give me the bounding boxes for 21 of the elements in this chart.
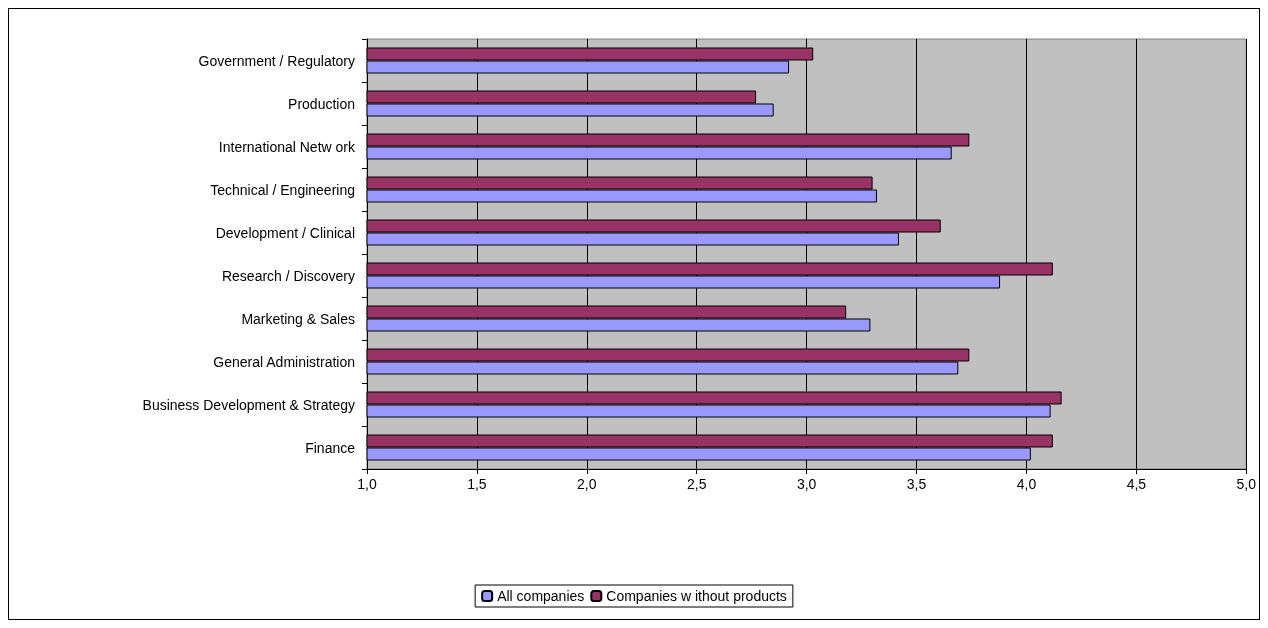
legend-label: All companies — [497, 588, 585, 604]
y-tick-label: Research / Discovery — [221, 267, 355, 284]
y-tick-label: Development / Clinical — [215, 224, 355, 241]
y-tick-label: Finance — [305, 439, 356, 456]
y-tick-label: Government / Regulatory — [198, 52, 355, 69]
y-tick-label: General Administration — [213, 353, 355, 370]
x-tick-label: 4,0 — [1016, 476, 1037, 492]
y-tick-label: Business Development & Strategy — [142, 396, 355, 413]
x-tick-label: 2,5 — [686, 476, 707, 492]
x-tick-label: 3,0 — [796, 476, 817, 492]
x-tick-label: 1,5 — [467, 476, 487, 492]
y-tick-label: Technical / Engineering — [210, 181, 355, 198]
x-tick-label: 2,0 — [577, 476, 597, 492]
y-tick-label: Production — [288, 95, 355, 112]
legend-label: Companies w ithout products — [606, 588, 787, 604]
y-tick-label: International Netw ork — [218, 138, 356, 155]
x-tick-label: 3,5 — [906, 476, 927, 492]
y-tick-label: Marketing & Sales — [241, 310, 355, 327]
x-tick-label: 5,0 — [1236, 476, 1257, 492]
x-tick-label: 4,5 — [1126, 476, 1147, 492]
x-tick-label: 1,0 — [357, 476, 377, 492]
